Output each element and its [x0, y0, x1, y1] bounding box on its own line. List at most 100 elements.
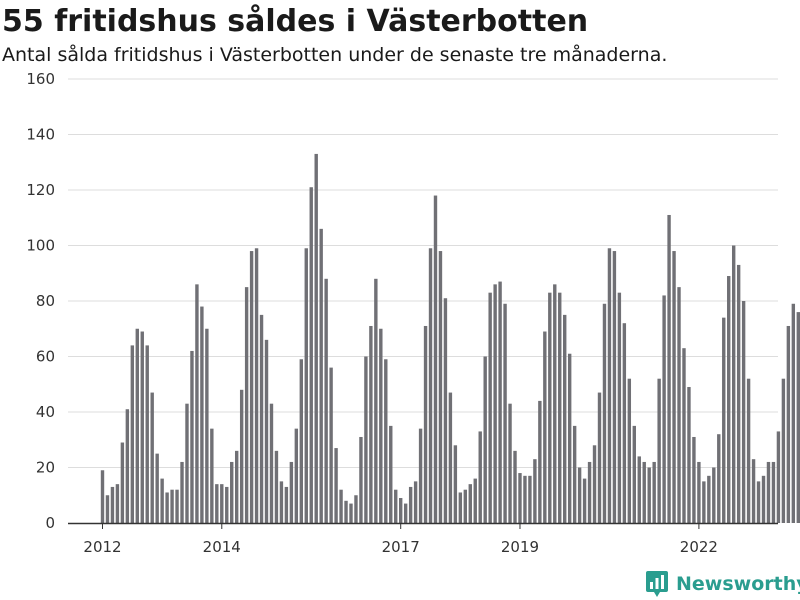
bar [225, 486, 229, 523]
bar [145, 345, 149, 523]
bar [249, 251, 254, 524]
bar [264, 339, 269, 523]
bar [115, 484, 120, 523]
bar [627, 378, 632, 523]
bar [473, 478, 477, 523]
bar [269, 403, 274, 523]
bar [284, 486, 289, 523]
bar [135, 328, 139, 523]
bar [617, 292, 622, 523]
bar [150, 392, 154, 523]
bar [160, 478, 164, 523]
y-tick-label: 120 [26, 181, 55, 199]
bar [210, 428, 214, 523]
bar [413, 481, 418, 524]
bar [354, 495, 358, 523]
bar [687, 387, 691, 523]
y-tick-label: 140 [26, 126, 55, 144]
bar [672, 251, 676, 524]
bar [289, 461, 294, 523]
bar [369, 325, 373, 523]
bar [503, 303, 507, 523]
bar [403, 503, 408, 523]
bar [448, 392, 453, 523]
bar [538, 400, 542, 523]
bar [637, 456, 641, 523]
bar [796, 312, 800, 523]
bar [697, 461, 701, 523]
bar [364, 356, 368, 523]
bar [731, 245, 736, 523]
bar [483, 356, 487, 523]
bar [155, 453, 159, 524]
bar [428, 248, 433, 523]
bar [647, 467, 651, 523]
bar [279, 481, 284, 524]
x-axis-tick-labels: 201220142017201920222024 [83, 523, 800, 556]
bar [488, 292, 492, 523]
bar [567, 353, 572, 523]
bar [632, 425, 636, 524]
bar [205, 328, 209, 523]
bar [259, 314, 264, 524]
bar [234, 450, 239, 523]
bar [220, 484, 224, 523]
bar [324, 278, 328, 523]
bar [791, 303, 796, 523]
bar [493, 284, 497, 523]
bar [374, 278, 378, 523]
bar [677, 287, 681, 524]
bar [553, 284, 557, 523]
y-tick-label: 20 [36, 459, 55, 477]
bar [339, 489, 343, 523]
bar [443, 298, 448, 523]
bar [334, 448, 338, 523]
bar [513, 450, 517, 523]
bar [508, 403, 512, 523]
bar [707, 475, 711, 523]
x-tick-label: 2022 [680, 538, 718, 556]
bar [582, 478, 587, 523]
bar [528, 475, 532, 523]
bar [518, 473, 522, 523]
y-axis-tick-labels: 0 20 40 60 80 100 120 140 160 [26, 70, 55, 532]
bar [110, 486, 115, 523]
bar [468, 484, 472, 523]
bar [572, 425, 577, 524]
bar [543, 331, 547, 523]
bar [746, 378, 751, 523]
bar [498, 281, 502, 523]
x-tick-label: 2017 [382, 538, 420, 556]
bar [453, 445, 458, 523]
bar [612, 251, 617, 524]
bar [408, 486, 413, 523]
grid-lines [68, 78, 778, 468]
bar [423, 325, 428, 523]
bar [349, 503, 353, 523]
bar [100, 470, 105, 523]
bar [736, 264, 741, 523]
bar [170, 489, 174, 523]
bar [394, 489, 398, 523]
bar [299, 359, 303, 523]
bar [781, 378, 786, 523]
bar [458, 492, 463, 523]
bar [384, 359, 388, 523]
bar [702, 481, 706, 524]
y-tick-label: 40 [36, 403, 55, 421]
newsworthy-logo-icon [645, 570, 669, 598]
bar [478, 431, 482, 523]
bar [607, 248, 612, 523]
bar [230, 461, 234, 523]
bar [682, 348, 686, 523]
bar [667, 214, 671, 524]
bar [185, 403, 189, 523]
y-tick-label: 80 [36, 292, 55, 310]
bar [389, 425, 393, 524]
bar [274, 450, 279, 523]
bar [344, 500, 348, 523]
bar [717, 434, 721, 523]
bar [712, 467, 716, 523]
bar [597, 392, 602, 523]
